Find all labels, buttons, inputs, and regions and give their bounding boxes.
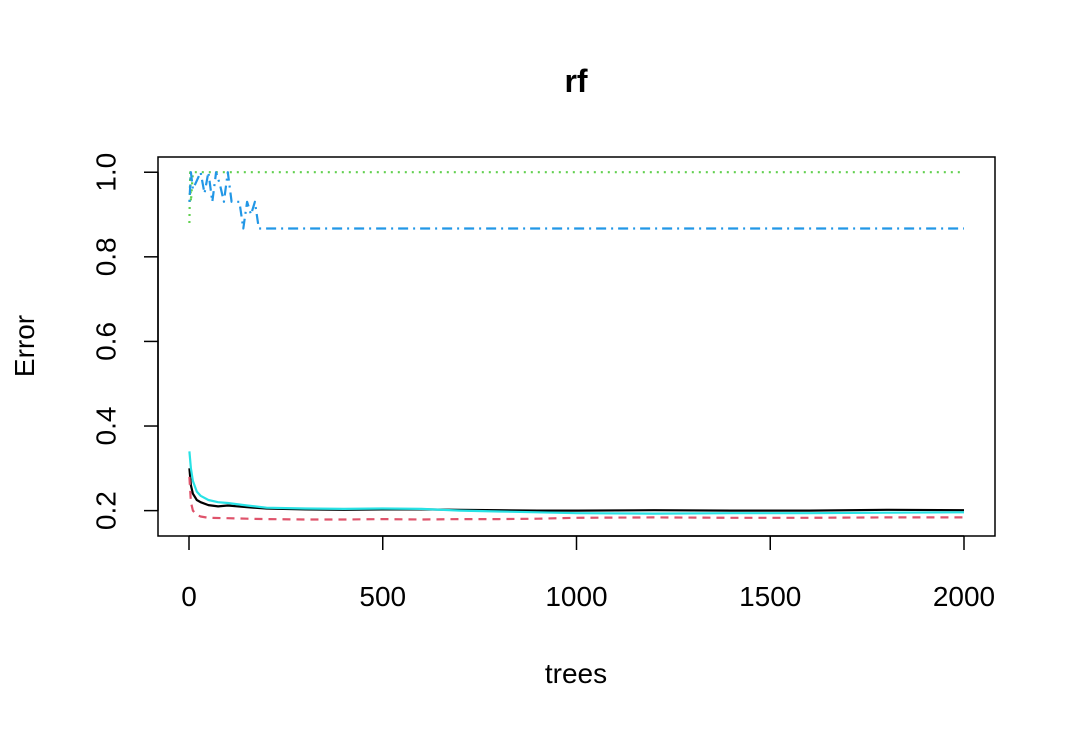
series-line bbox=[188, 171, 964, 224]
series-layer bbox=[188, 171, 965, 521]
y-tick-label: 1.0 bbox=[90, 153, 121, 192]
series-line bbox=[188, 476, 964, 521]
series-4 bbox=[188, 171, 964, 230]
x-tick-label: 0 bbox=[181, 581, 197, 612]
series-line bbox=[188, 451, 965, 515]
y-tick-label: 0.4 bbox=[90, 407, 121, 446]
series-5 bbox=[188, 451, 965, 515]
y-axis-label: Error bbox=[9, 315, 40, 377]
series-3 bbox=[188, 171, 964, 224]
x-tick-label: 2000 bbox=[933, 581, 995, 612]
x-tick-label: 500 bbox=[359, 581, 406, 612]
series-line bbox=[188, 468, 965, 512]
x-tick-label: 1000 bbox=[545, 581, 607, 612]
y-tick-label: 0.6 bbox=[90, 322, 121, 361]
x-axis-label: trees bbox=[545, 658, 607, 689]
plot-frame bbox=[157, 156, 996, 537]
y-tick-label: 0.2 bbox=[90, 491, 121, 530]
chart-title: rf bbox=[564, 63, 587, 99]
y-tick-label: 0.8 bbox=[90, 237, 121, 276]
y-axis: 0.2 0.4 0.6 0.8 1.0 bbox=[90, 153, 159, 530]
series-line bbox=[188, 171, 964, 230]
x-tick-label: 1500 bbox=[739, 581, 801, 612]
series-1 bbox=[188, 468, 965, 512]
series-2 bbox=[188, 476, 964, 521]
x-axis: 0 500 1000 1500 2000 bbox=[181, 535, 995, 612]
